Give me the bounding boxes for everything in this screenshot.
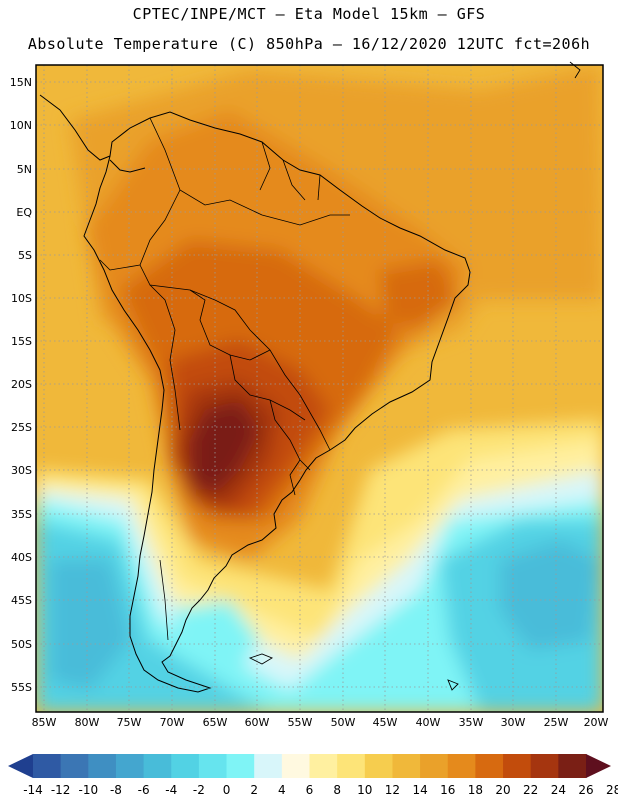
colorbar-label: -2 (193, 783, 205, 797)
lat-label: EQ (16, 206, 32, 219)
colorbar-label: 10 (357, 783, 372, 797)
colorbar-label: 28 (606, 783, 618, 797)
lon-label: 20W (584, 716, 609, 729)
colorbar-label: 12 (385, 783, 400, 797)
lat-label: 5N (17, 163, 32, 176)
lon-label: 35W (459, 716, 484, 729)
longitude-labels: 85W 80W 75W 70W 65W 60W 55W 50W 45W 40W … (32, 716, 609, 729)
lon-label: 70W (160, 716, 185, 729)
colorbar-cell (226, 754, 255, 778)
colorbar-cell (33, 754, 62, 778)
colorbar-label: -12 (51, 783, 71, 797)
colorbar-cell (447, 754, 476, 778)
colorbar-cell (337, 754, 366, 778)
lon-label: 25W (544, 716, 569, 729)
colorbar-label: 4 (278, 783, 286, 797)
colorbar-label: -8 (110, 783, 122, 797)
coastline (39, 94, 471, 693)
colorbar-cell (281, 754, 311, 778)
lat-label: 35S (11, 508, 32, 521)
colorbar-label: -10 (78, 783, 98, 797)
colorbar-cell (88, 754, 117, 778)
title-line-2: Absolute Temperature (C) 850hPa – 16/12/… (27, 35, 591, 53)
lon-label: 45W (373, 716, 398, 729)
colorbar-label: 26 (578, 783, 593, 797)
colorbar-label: -4 (165, 783, 177, 797)
colorbar-cell (503, 754, 532, 778)
colorbar-label: 0 (223, 783, 231, 797)
latitude-labels: 15N 10N 5N EQ 5S 10S 15S 20S 25S 30S 35S… (10, 76, 33, 694)
colorbar-label: 6 (306, 783, 314, 797)
colorbar-cell (558, 754, 587, 778)
colorbar-cell (254, 754, 283, 778)
colorbar-cell (475, 754, 504, 778)
colorbar-label: 18 (468, 783, 483, 797)
colorbar-cell (171, 754, 200, 778)
colorbar: -14 -12 -10 -8 -6 -4 -2 0 2 4 6 8 10 12 14 16 18 20 22 24 26… (8, 754, 618, 797)
lon-label: 60W (245, 716, 270, 729)
colorbar-cell (309, 754, 338, 778)
colorbar-label: 24 (551, 783, 566, 797)
lat-label: 25S (11, 421, 32, 434)
lat-label: 5S (18, 249, 32, 262)
lat-label: 40S (11, 551, 32, 564)
map-frame (35, 64, 604, 713)
lat-label: 20S (11, 378, 32, 391)
lon-label: 85W (32, 716, 57, 729)
lon-label: 55W (288, 716, 313, 729)
colorbar-label: -6 (138, 783, 150, 797)
lon-label: 80W (75, 716, 100, 729)
colorbar-cell (392, 754, 421, 778)
colorbar-label: 22 (523, 783, 538, 797)
colorbar-cells (33, 754, 587, 778)
colorbar-cell (420, 754, 449, 778)
colorbar-max-arrow (586, 754, 611, 778)
colorbar-label: 16 (440, 783, 455, 797)
colorbar-cell (198, 754, 228, 778)
lon-label: 65W (203, 716, 228, 729)
colorbar-label: 14 (412, 783, 427, 797)
temperature-map: 15N 10N 5N EQ 5S 10S 15S 20S 25S 30S 35S… (10, 61, 609, 729)
country-borders (99, 117, 350, 641)
lat-label: 15N (10, 76, 32, 89)
lat-label: 45S (11, 594, 32, 607)
colorbar-label: 20 (495, 783, 510, 797)
lat-label: 55S (11, 681, 32, 694)
colorbar-cell (364, 754, 394, 778)
title-line-1: CPTEC/INPE/MCT – Eta Model 15km – GFS (132, 5, 486, 23)
lat-label: 10S (11, 292, 32, 305)
lon-label: 50W (331, 716, 356, 729)
colorbar-cell (115, 754, 145, 778)
colorbar-label: 2 (250, 783, 258, 797)
colorbar-label: 8 (333, 783, 341, 797)
colorbar-label: -14 (23, 783, 43, 797)
colorbar-min-arrow (8, 754, 33, 778)
colorbar-cell (143, 754, 172, 778)
lat-label: 30S (11, 464, 32, 477)
colorbar-cell (60, 754, 89, 778)
graticule (36, 65, 603, 712)
lon-label: 75W (117, 716, 142, 729)
lat-label: 50S (11, 638, 32, 651)
colorbar-cell (530, 754, 559, 778)
lat-label: 10N (10, 119, 32, 132)
colorbar-labels: -14 -12 -10 -8 -6 -4 -2 0 2 4 6 8 10 12 14 16 18 20 22 24 26… (23, 783, 618, 797)
lat-label: 15S (11, 335, 32, 348)
temperature-field (36, 65, 603, 712)
lon-label: 40W (416, 716, 441, 729)
lon-label: 30W (501, 716, 526, 729)
